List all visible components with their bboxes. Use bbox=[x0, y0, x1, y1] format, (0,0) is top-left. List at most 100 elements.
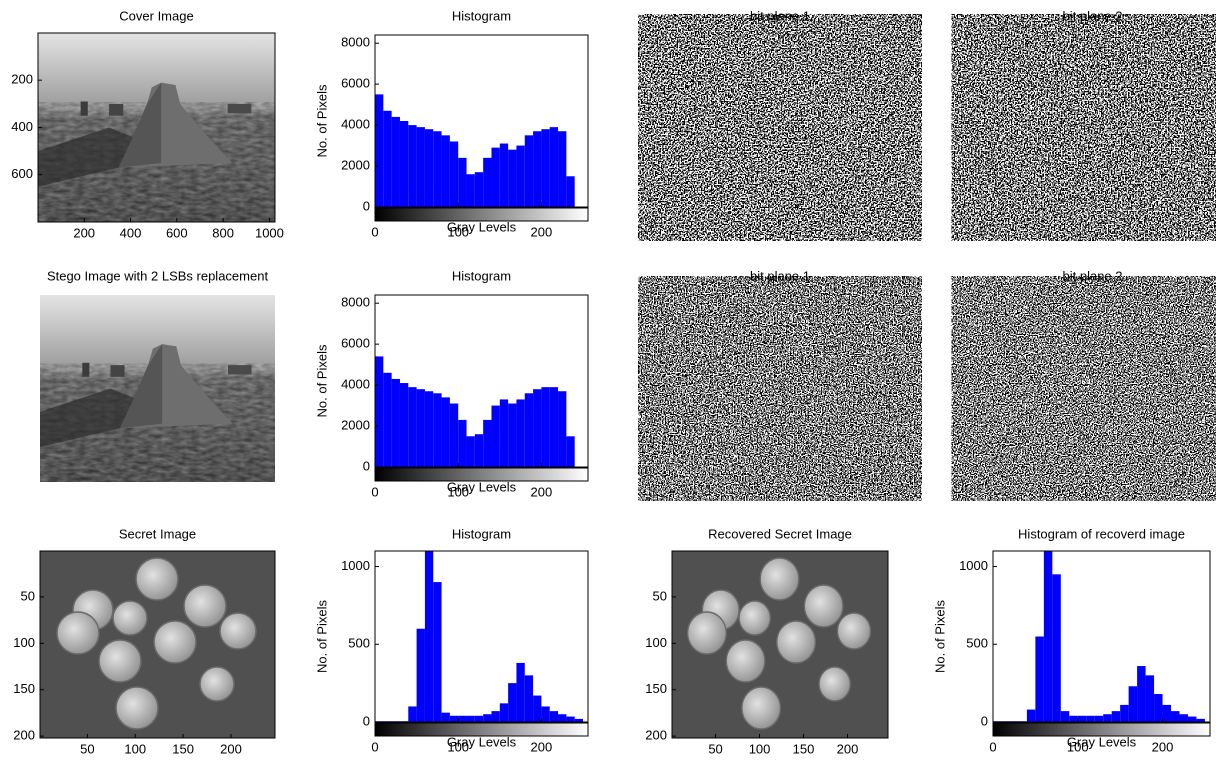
bit-plane-image bbox=[662, 295, 898, 482]
x-tick-label: 800 bbox=[212, 225, 234, 240]
bar bbox=[1187, 716, 1197, 722]
x-axis-label: Gray Levels bbox=[447, 479, 517, 494]
bars bbox=[993, 551, 1205, 722]
bars bbox=[375, 356, 575, 467]
bar bbox=[433, 582, 442, 722]
recovered-image bbox=[672, 551, 888, 738]
bit-plane-image bbox=[975, 295, 1210, 482]
axes-box bbox=[992, 550, 1211, 723]
x-tick-label: 100 bbox=[124, 741, 146, 756]
y-tick-label: 200 bbox=[645, 728, 667, 743]
y-tick-label: 0 bbox=[363, 458, 370, 473]
y-axis-label: No. of Pixels bbox=[314, 600, 329, 673]
x-axis-label: Gray Levels bbox=[1067, 734, 1137, 749]
y-axis-label: No. of Pixels bbox=[932, 600, 947, 673]
bar bbox=[541, 706, 550, 722]
y-tick-label: 500 bbox=[348, 636, 370, 651]
chart-title: Recovered Secret Image bbox=[708, 526, 852, 541]
stego-image bbox=[40, 295, 275, 482]
chart-title: Histogram of recoverd image bbox=[1018, 526, 1185, 541]
bar bbox=[408, 387, 417, 467]
bar bbox=[558, 391, 567, 467]
x-tick-label: 200 bbox=[837, 741, 859, 756]
bar bbox=[408, 125, 417, 207]
x-tick-label: 0 bbox=[371, 484, 378, 499]
bar bbox=[416, 389, 425, 467]
bar bbox=[533, 695, 542, 722]
y-tick-label: 6000 bbox=[341, 76, 370, 91]
bar bbox=[566, 436, 575, 467]
x-axis-label: Gray Levels bbox=[447, 734, 517, 749]
bar bbox=[383, 110, 392, 207]
bar bbox=[424, 391, 434, 467]
bar bbox=[375, 356, 384, 467]
x-axis-label: Gray Levels bbox=[447, 219, 517, 234]
bars bbox=[375, 551, 584, 722]
bar bbox=[441, 397, 450, 467]
bar bbox=[566, 716, 575, 722]
x-tick-label: 200 bbox=[73, 225, 95, 240]
gray-colorbar bbox=[374, 207, 589, 222]
x-tick-label: 200 bbox=[220, 741, 242, 756]
bar bbox=[474, 715, 484, 722]
bar bbox=[1120, 704, 1129, 722]
bar bbox=[541, 387, 550, 467]
y-tick-label: 1000 bbox=[341, 558, 370, 573]
y-tick-label: 4000 bbox=[341, 377, 370, 392]
bar bbox=[491, 405, 500, 467]
bar bbox=[558, 131, 567, 207]
bar bbox=[541, 129, 550, 207]
y-tick-label: 8000 bbox=[341, 295, 370, 310]
bar bbox=[499, 143, 509, 207]
bar bbox=[508, 149, 517, 207]
chart-title: Stego Image with 2 LSBs replacement bbox=[47, 268, 269, 283]
x-tick-label: 100 bbox=[447, 224, 469, 239]
x-tick-label: 100 bbox=[447, 484, 469, 499]
chart-title: bit plane 1 bbox=[750, 8, 810, 23]
x-tick-label: 0 bbox=[371, 739, 378, 754]
y-tick-label: 4000 bbox=[341, 117, 370, 132]
bar bbox=[516, 662, 525, 722]
bar bbox=[416, 628, 425, 722]
bar bbox=[483, 419, 492, 467]
bar bbox=[516, 399, 525, 467]
bar bbox=[1128, 686, 1138, 722]
chart-title: bit plane 2 bbox=[1063, 8, 1123, 23]
bar bbox=[458, 715, 467, 722]
y-tick-label: 100 bbox=[645, 635, 667, 650]
chart-title: bit plane 2 bbox=[1063, 268, 1123, 283]
axes-box bbox=[374, 550, 589, 723]
bar bbox=[499, 399, 509, 467]
bar bbox=[458, 419, 467, 467]
bar bbox=[458, 157, 467, 207]
x-tick-label: 600 bbox=[166, 225, 188, 240]
bar bbox=[1043, 551, 1053, 722]
bar bbox=[491, 147, 500, 207]
bar bbox=[391, 378, 400, 467]
bar bbox=[549, 711, 559, 722]
chart-title: bit plane 1 bbox=[750, 268, 810, 283]
bar bbox=[533, 131, 542, 207]
gray-colorbar bbox=[374, 467, 589, 482]
bar bbox=[449, 403, 459, 467]
bar bbox=[433, 393, 442, 467]
y-tick-label: 8000 bbox=[341, 35, 370, 50]
secret-image bbox=[40, 551, 275, 738]
bar bbox=[516, 145, 525, 207]
axes-box bbox=[39, 550, 276, 739]
bar bbox=[524, 393, 534, 467]
bar bbox=[424, 129, 434, 207]
x-tick-label: 150 bbox=[172, 741, 194, 756]
bar bbox=[441, 135, 450, 207]
axes-box bbox=[374, 294, 589, 468]
bar bbox=[391, 116, 400, 207]
bit-plane-image bbox=[975, 33, 1210, 222]
bar bbox=[424, 551, 434, 722]
y-tick-label: 0 bbox=[363, 713, 370, 728]
bar bbox=[533, 389, 542, 467]
bar bbox=[416, 127, 425, 207]
x-tick-label: 0 bbox=[371, 224, 378, 239]
bar bbox=[483, 157, 492, 207]
x-tick-label: 50 bbox=[80, 741, 94, 756]
